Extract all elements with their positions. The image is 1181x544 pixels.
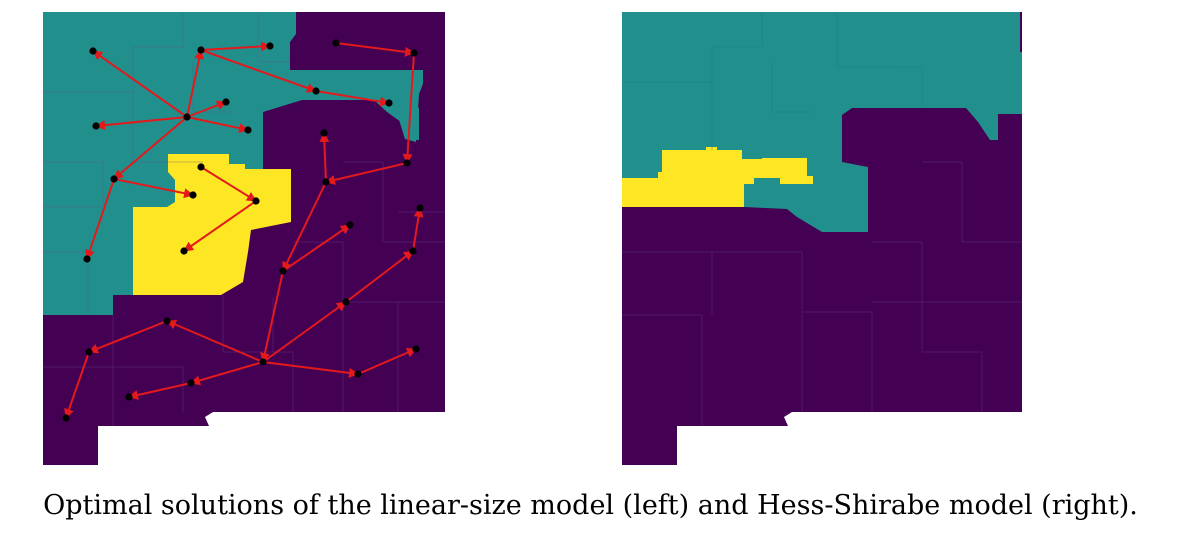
flow-edge <box>200 41 271 52</box>
flow-edge <box>345 250 414 303</box>
county-node <box>342 298 350 306</box>
county-node <box>266 42 274 50</box>
left-map-svg <box>43 12 445 465</box>
flow-edge <box>113 116 188 180</box>
county-node <box>322 178 330 186</box>
flow-edge <box>166 319 264 363</box>
county-node <box>409 247 417 255</box>
county-node <box>189 191 197 199</box>
county-node <box>332 39 340 47</box>
flow-edge <box>113 178 194 199</box>
flow-edge <box>315 90 390 107</box>
county-node <box>252 197 260 205</box>
flow-edge <box>200 49 317 93</box>
flow-edge <box>190 361 264 386</box>
county-node <box>346 221 354 229</box>
county-node <box>180 247 188 255</box>
flow-edge <box>282 224 351 272</box>
county-node <box>83 255 91 263</box>
county-node <box>92 122 100 130</box>
flow-edge <box>402 52 415 164</box>
county-node <box>320 129 328 137</box>
county-node <box>62 414 70 422</box>
flow-edge <box>64 351 90 419</box>
left-region-yellow <box>133 154 291 295</box>
flow-edge <box>325 162 408 185</box>
county-node <box>244 126 252 134</box>
flow-edge <box>335 42 415 57</box>
flow-edge <box>88 320 168 354</box>
right-region-yellow <box>622 147 813 207</box>
county-node <box>410 49 418 57</box>
flow-edge <box>412 207 424 252</box>
county-node <box>354 370 362 378</box>
county-node <box>312 87 320 95</box>
right-teal-county-lines <box>622 12 923 150</box>
flow-edge <box>95 116 188 131</box>
county-node <box>259 358 267 366</box>
left-region-teal-east <box>373 99 419 140</box>
county-node <box>183 113 191 121</box>
left-map <box>43 12 445 467</box>
county-node <box>385 99 393 107</box>
flow-edge <box>282 181 327 272</box>
flow-edge <box>186 49 205 118</box>
flow-edge <box>262 361 359 378</box>
county-node <box>403 159 411 167</box>
county-node <box>197 163 205 171</box>
flow-edge <box>85 178 115 260</box>
flow-edge <box>186 100 227 118</box>
county-node <box>279 267 287 275</box>
flow-edge <box>128 382 192 400</box>
county-node <box>85 348 93 356</box>
flow-edge <box>200 166 257 202</box>
flow-edge <box>186 116 249 134</box>
county-node <box>416 204 424 212</box>
county-node <box>222 98 230 106</box>
county-node <box>197 46 205 54</box>
county-node <box>125 393 133 401</box>
county-node <box>110 175 118 183</box>
flow-edge <box>92 50 188 118</box>
flow-edge <box>183 200 257 252</box>
county-node <box>89 47 97 55</box>
flow-edge <box>319 132 330 183</box>
flow-edge <box>357 347 417 375</box>
county-node <box>163 317 171 325</box>
right-county-lines <box>622 161 1022 426</box>
right-map-svg <box>622 12 1022 465</box>
county-node <box>187 379 195 387</box>
flow-edge <box>260 270 284 363</box>
county-node <box>412 345 420 353</box>
figure-caption: Optimal solutions of the linear-size mod… <box>43 490 1138 521</box>
flow-edge <box>262 301 347 363</box>
right-map <box>622 12 1022 467</box>
